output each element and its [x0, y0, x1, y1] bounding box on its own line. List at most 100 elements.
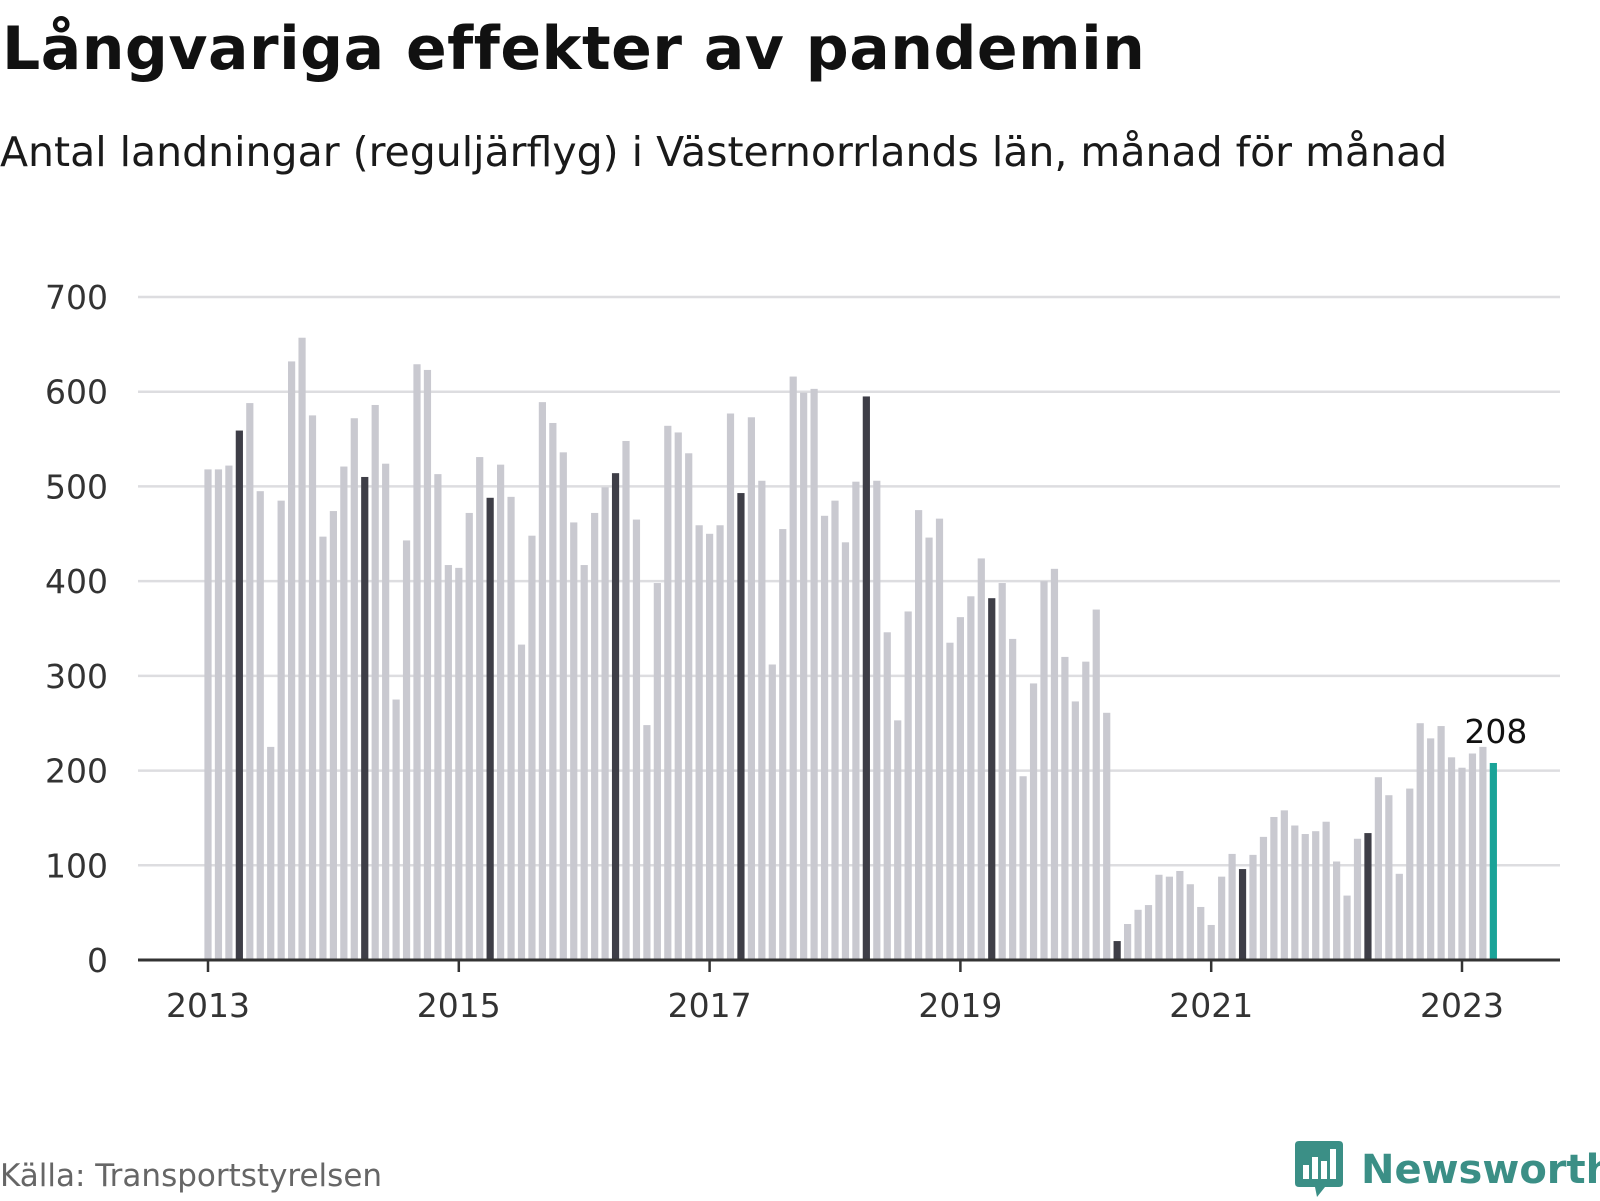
bar-2013-04 — [235, 430, 243, 960]
y-tick-label-300: 300 — [45, 657, 108, 696]
labels: 0 100 200 300 400 500 600 700 2013 2015 2017 2019 20… — [45, 278, 1527, 1025]
bar-2015-09 — [538, 402, 546, 960]
bar-2017-09 — [789, 376, 797, 960]
bar-2022-12 — [1447, 757, 1456, 960]
bar-2022-01 — [1333, 861, 1341, 960]
bar-2017-04 — [737, 493, 745, 960]
x-tick-label-2015: 2015 — [417, 986, 501, 1025]
bar-2023-01 — [1458, 767, 1466, 960]
bar-2021-08 — [1280, 810, 1288, 960]
bar-2014-10 — [423, 369, 432, 960]
bar-2020-07 — [1144, 905, 1153, 960]
bar-2019-01 — [956, 617, 964, 960]
bar-2023-04 — [1489, 762, 1497, 960]
bar-2017-03 — [726, 413, 735, 960]
bar-2015-11 — [559, 452, 567, 960]
bar-2014-01 — [329, 511, 337, 960]
bar-2017-05 — [747, 417, 755, 960]
bar-2020-08 — [1155, 874, 1163, 960]
bar-2017-08 — [779, 529, 787, 960]
bar-2014-07 — [392, 699, 400, 960]
x-tick-label-2023: 2023 — [1420, 986, 1504, 1025]
bar-2020-04 — [1113, 941, 1121, 960]
bar-2019-04 — [988, 598, 996, 960]
bar-2014-03 — [350, 418, 358, 961]
bar-2022-06 — [1385, 795, 1393, 960]
bar-2016-12 — [695, 525, 703, 960]
bar-2016-11 — [685, 453, 693, 960]
bar-2022-08 — [1406, 788, 1414, 960]
bar-2021-10 — [1301, 834, 1309, 960]
bar-2019-02 — [967, 596, 975, 960]
bar-2016-07 — [643, 725, 651, 960]
x-tick-label-2013: 2013 — [166, 986, 250, 1025]
brand-name: Newsworthy — [1361, 1147, 1600, 1193]
bar-2016-01 — [580, 565, 588, 960]
bar-2015-04 — [486, 497, 494, 960]
bar-2013-01 — [204, 469, 212, 960]
bar-2020-01 — [1082, 661, 1090, 960]
bar-2017-01 — [706, 533, 714, 960]
bar-2022-11 — [1437, 726, 1445, 960]
bar-2021-02 — [1218, 876, 1226, 960]
y-tick-label-700: 700 — [45, 278, 108, 317]
bar-2014-04 — [361, 476, 369, 960]
bar-2020-09 — [1165, 876, 1173, 960]
bar-2021-03 — [1228, 853, 1236, 960]
bar-2015-12 — [570, 522, 578, 960]
brand-logo[interactable]: Newsworthy — [1293, 1140, 1600, 1200]
bar-2021-06 — [1259, 836, 1268, 960]
bar-2020-05 — [1124, 924, 1132, 960]
bar-2015-05 — [497, 464, 505, 960]
y-tick-label-0: 0 — [87, 941, 108, 980]
bar-2013-12 — [319, 536, 327, 960]
bar-2015-08 — [528, 535, 536, 960]
bar-2022-04 — [1364, 833, 1372, 960]
bar-2017-11 — [810, 388, 818, 960]
bar-2020-03 — [1103, 712, 1111, 960]
bar-2020-06 — [1134, 909, 1142, 960]
bar-2019-10 — [1050, 568, 1059, 960]
bar-2022-02 — [1343, 895, 1351, 960]
bar-2021-01 — [1207, 924, 1215, 960]
x-tick-label-2021: 2021 — [1169, 986, 1253, 1025]
bar-2013-11 — [308, 415, 317, 960]
bar-2019-12 — [1071, 701, 1079, 960]
bar-2020-11 — [1186, 884, 1194, 960]
bar-2013-09 — [288, 361, 296, 960]
bar-2015-02 — [465, 512, 473, 960]
bar-2020-12 — [1197, 906, 1205, 960]
bar-2014-11 — [434, 474, 442, 960]
bar-2022-03 — [1353, 838, 1362, 960]
bar-2022-09 — [1416, 723, 1424, 960]
bar-2015-07 — [517, 644, 526, 960]
bar-2018-12 — [946, 642, 954, 960]
bar-2021-07 — [1270, 816, 1278, 960]
bar-2019-06 — [1009, 638, 1017, 960]
bar-2018-08 — [904, 611, 912, 960]
bar-2021-12 — [1322, 821, 1330, 960]
bar-2016-02 — [591, 512, 599, 960]
bar-2018-09 — [915, 510, 923, 960]
bar-2018-10 — [925, 537, 933, 960]
bar-2018-06 — [883, 632, 891, 960]
chart-title: Långvariga effekter av pandemin — [2, 14, 1146, 84]
bar-2018-07 — [894, 720, 902, 960]
data-label-latest: 208 — [1464, 712, 1527, 751]
bar-2015-06 — [507, 496, 515, 960]
bar-2018-02 — [841, 542, 850, 960]
bar-2021-09 — [1291, 825, 1299, 960]
bar-2015-01 — [455, 567, 463, 960]
bar-2013-07 — [267, 746, 275, 960]
y-tick-label-400: 400 — [45, 562, 108, 601]
bar-2013-10 — [298, 337, 306, 961]
bar-2013-08 — [277, 500, 285, 960]
bar-2019-07 — [1019, 776, 1027, 960]
bar-2016-06 — [632, 519, 641, 960]
bar-2023-03 — [1479, 746, 1487, 960]
bar-chart-speech-bubble-icon — [1295, 1141, 1343, 1197]
source-note: Källa: Transportstyrelsen — [0, 1158, 383, 1194]
bar-2017-07 — [768, 664, 776, 960]
bar-2014-02 — [340, 466, 348, 960]
